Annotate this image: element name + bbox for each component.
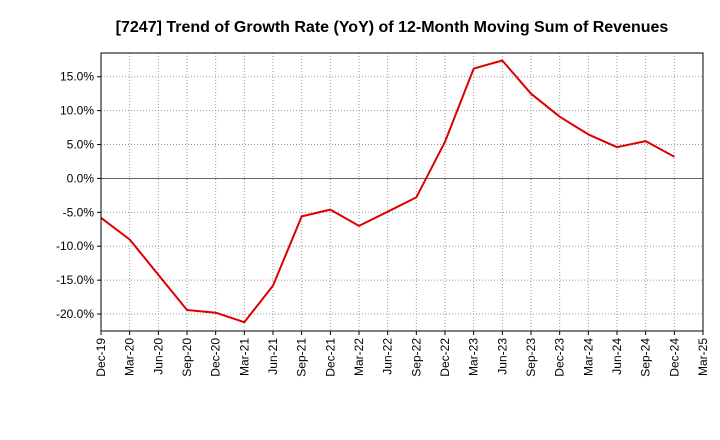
x-tick-label: Jun-23 <box>495 338 509 375</box>
y-tick-label: -20.0% <box>56 307 94 321</box>
plot-area-frame <box>100 52 704 332</box>
x-tick-label: Dec-20 <box>209 338 223 377</box>
x-tick-label: Dec-23 <box>553 338 567 377</box>
x-tick-label: Jun-21 <box>266 338 280 375</box>
y-tick-label: 0.0% <box>67 171 95 185</box>
y-tick-label: -15.0% <box>56 273 94 287</box>
x-tick-label: Mar-23 <box>467 338 481 376</box>
x-tick-label: Dec-22 <box>438 338 452 377</box>
series-line <box>100 59 675 324</box>
x-tick-label: Jun-24 <box>610 338 624 375</box>
x-tick-label: Sep-21 <box>295 338 309 377</box>
y-tick-label: -10.0% <box>56 239 94 253</box>
x-tick-label: Dec-21 <box>323 338 337 377</box>
x-tick-label: Jun-20 <box>151 338 165 375</box>
series-layer <box>100 59 675 324</box>
x-tick-label: Jun-22 <box>381 338 395 375</box>
chart-title: [7247] Trend of Growth Rate (YoY) of 12-… <box>116 19 669 36</box>
x-axis-ticks: Dec-19 Mar-20 Jun-20 Sep-20 Dec-20 Mar-21 Jun-… <box>94 331 710 377</box>
y-tick-label: -5.0% <box>63 205 95 219</box>
x-tick-label: Mar-22 <box>352 338 366 376</box>
x-tick-label: Dec-19 <box>94 338 108 377</box>
y-tick-label: 10.0% <box>60 104 94 118</box>
y-tick-label: 5.0% <box>67 138 95 152</box>
x-tick-label: Dec-24 <box>667 338 681 377</box>
x-tick-label: Mar-21 <box>237 338 251 376</box>
x-tick-label: Mar-20 <box>123 338 137 376</box>
x-tick-label: Sep-23 <box>524 338 538 377</box>
x-tick-label: Mar-24 <box>581 338 595 376</box>
grid-lines <box>101 53 703 331</box>
x-tick-label: Sep-24 <box>639 338 653 377</box>
x-tick-label: Mar-25 <box>696 338 710 376</box>
y-axis-ticks: 15.0% 10.0% 5.0% 0.0% -5.0% -10.0% -15.0% -20.0… <box>56 70 101 321</box>
y-tick-label: 15.0% <box>60 70 94 84</box>
x-tick-label: Sep-22 <box>409 338 423 377</box>
x-tick-label: Sep-20 <box>180 338 194 377</box>
